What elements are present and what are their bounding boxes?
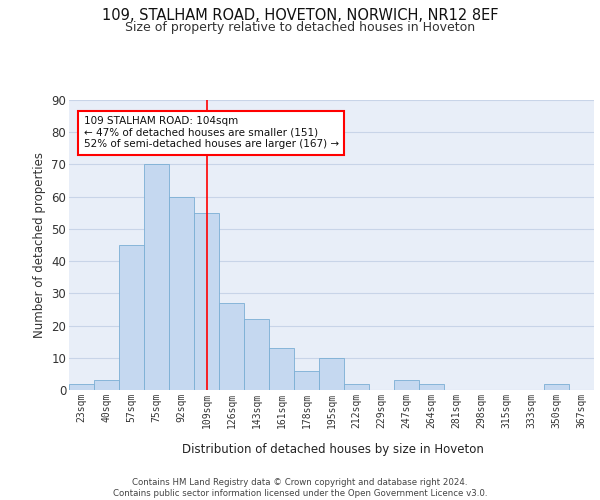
Bar <box>419 384 444 390</box>
Bar <box>244 319 269 390</box>
Bar <box>269 348 294 390</box>
Bar <box>69 384 94 390</box>
Text: Contains HM Land Registry data © Crown copyright and database right 2024.
Contai: Contains HM Land Registry data © Crown c… <box>113 478 487 498</box>
Bar <box>344 384 369 390</box>
Text: Size of property relative to detached houses in Hoveton: Size of property relative to detached ho… <box>125 21 475 34</box>
Bar <box>144 164 169 390</box>
Text: 109, STALHAM ROAD, HOVETON, NORWICH, NR12 8EF: 109, STALHAM ROAD, HOVETON, NORWICH, NR1… <box>102 8 498 22</box>
Bar <box>219 303 244 390</box>
Bar <box>394 380 419 390</box>
Text: 109 STALHAM ROAD: 104sqm
← 47% of detached houses are smaller (151)
52% of semi-: 109 STALHAM ROAD: 104sqm ← 47% of detach… <box>83 116 338 150</box>
Bar <box>319 358 344 390</box>
Bar <box>194 213 219 390</box>
Bar <box>169 196 194 390</box>
Bar <box>294 370 319 390</box>
Bar <box>94 380 119 390</box>
Y-axis label: Number of detached properties: Number of detached properties <box>33 152 46 338</box>
Bar <box>119 245 144 390</box>
Bar <box>544 384 569 390</box>
Text: Distribution of detached houses by size in Hoveton: Distribution of detached houses by size … <box>182 442 484 456</box>
